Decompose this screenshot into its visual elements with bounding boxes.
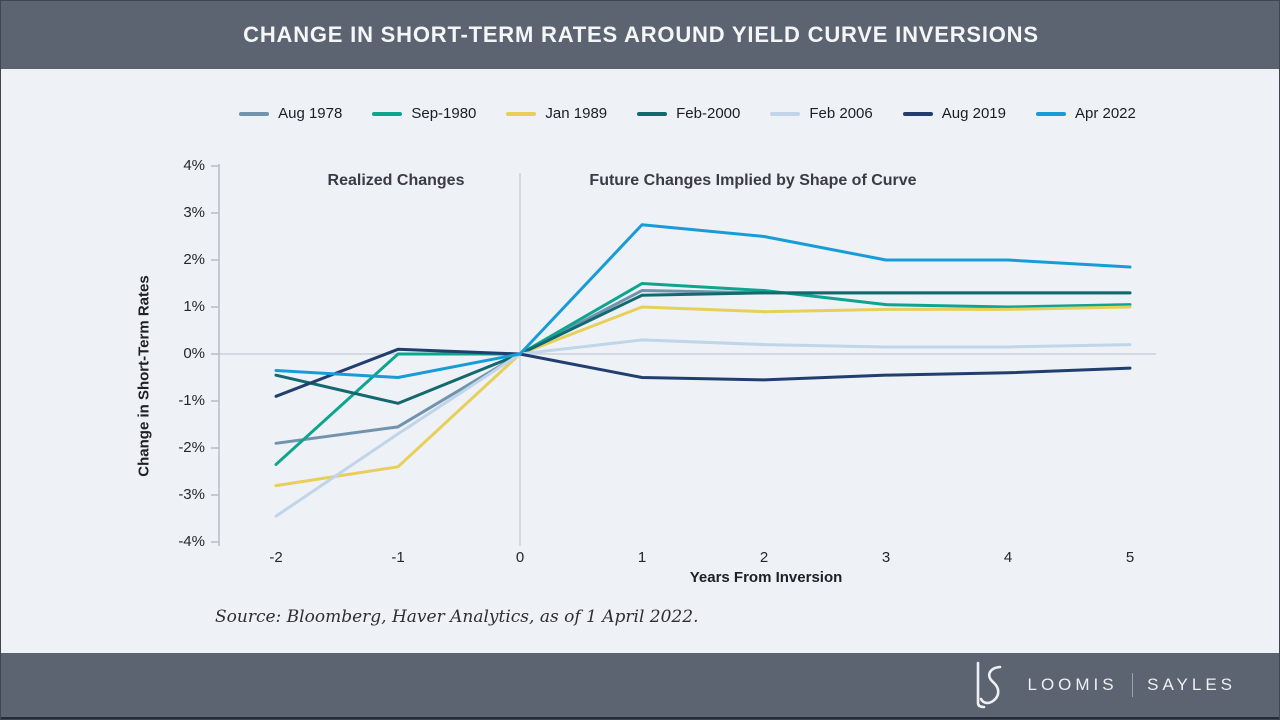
header-bar: CHANGE IN SHORT-TERM RATES AROUND YIELD … — [1, 1, 1279, 69]
chart-legend: Aug 1978 Sep-1980 Jan 1989 Feb-2000 Feb 2006… — [219, 105, 1156, 122]
bottom-accent-strip — [1, 717, 1279, 719]
legend-item-aug-2019: Aug 2019 — [902, 105, 1006, 122]
x-tick-label: 0 — [515, 549, 525, 566]
legend-label: Feb-2000 — [676, 105, 741, 122]
brand-name-sayles: SAYLES — [1147, 675, 1236, 694]
legend-label: Feb 2006 — [809, 105, 873, 122]
brand-divider — [1131, 673, 1134, 697]
series-line-apr-2022 — [274, 223, 1132, 379]
legend-item-sep-1980: Sep-1980 — [372, 105, 476, 122]
legend-label: Aug 1978 — [278, 105, 343, 122]
legend-label: Apr 2022 — [1074, 105, 1136, 122]
legend-item-feb-2006: Feb 2006 — [770, 105, 873, 122]
y-tick-label: -4% — [178, 533, 205, 550]
y-axis-title: Change in Short-Term Rates — [135, 275, 153, 477]
x-tick-label: 2 — [759, 549, 769, 566]
y-tick-label: -2% — [178, 439, 205, 456]
footer-bar: LOOMIS SAYLES — [1, 653, 1279, 717]
legend-item-feb-2000: Feb-2000 — [637, 105, 740, 122]
page-title: CHANGE IN SHORT-TERM RATES AROUND YIELD … — [243, 22, 1039, 47]
legend-label: Aug 2019 — [941, 105, 1006, 122]
x-tick-label: -1 — [391, 549, 405, 566]
legend-item-jan-1989: Jan 1989 — [506, 105, 607, 122]
legend-swatch — [770, 111, 801, 116]
legend-swatch — [239, 111, 270, 116]
legend-swatch — [506, 111, 537, 116]
series-line-jan-1989 — [274, 305, 1132, 488]
legend-swatch — [902, 111, 933, 116]
annotation-realized-changes: Realized Changes — [327, 172, 465, 189]
legend-label: Sep-1980 — [411, 105, 477, 122]
y-tick-label: 4% — [183, 157, 205, 174]
x-tick-label: 3 — [881, 549, 891, 566]
legend-swatch — [372, 111, 403, 116]
legend-item-aug-1978: Aug 1978 — [239, 105, 342, 122]
x-tick-label: 1 — [637, 549, 647, 566]
source-note: Source: Bloomberg, Haver Analytics, as o… — [215, 607, 699, 627]
y-tick-label: -1% — [178, 392, 205, 409]
legend-swatch — [637, 111, 668, 116]
brand-name-loomis: LOOMIS — [1027, 675, 1118, 694]
y-tick-label: 3% — [183, 204, 205, 221]
loomis-sayles-logo-icon — [977, 661, 1002, 709]
x-tick-label: -2 — [269, 549, 283, 566]
series-line-aug-1978 — [274, 289, 1132, 445]
y-tick-label: 2% — [183, 251, 205, 268]
x-tick-label: 4 — [1003, 549, 1013, 566]
x-tick-label: 5 — [1125, 549, 1135, 566]
legend-swatch — [1035, 111, 1066, 116]
series-line-sep-1980 — [274, 282, 1132, 466]
legend-label: Jan 1989 — [545, 105, 608, 122]
brand-lockup: LOOMIS SAYLES — [969, 660, 1236, 710]
y-tick-label: 1% — [183, 298, 205, 315]
x-axis-title: Years From Inversion — [689, 569, 843, 586]
y-tick-label: 0% — [183, 345, 205, 362]
annotation-future-changes: Future Changes Implied by Shape of Curve — [589, 172, 917, 189]
legend-item-apr-2022: Apr 2022 — [1035, 105, 1136, 122]
series-line-feb-2000 — [274, 291, 1132, 405]
y-tick-label: -3% — [178, 486, 205, 503]
series-line-aug-2019 — [274, 347, 1132, 398]
series-line-feb-2006 — [274, 338, 1132, 518]
